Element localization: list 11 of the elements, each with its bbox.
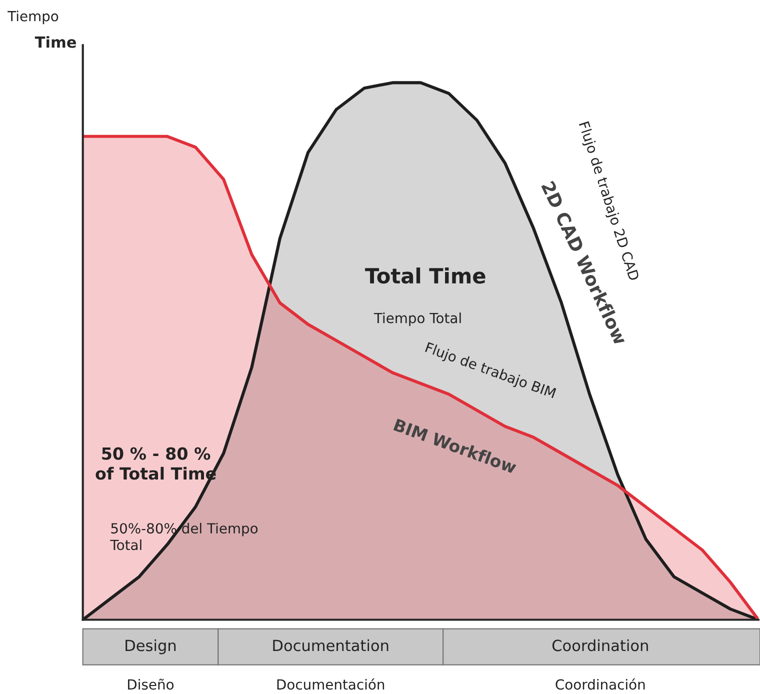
annotation: Tiempo Total <box>374 312 461 326</box>
text: Tiempo <box>8 10 58 24</box>
annotation: 50%-80% del Tiempo Total <box>110 522 258 550</box>
text: Coordination <box>552 639 648 652</box>
text: Coordinación <box>556 678 645 690</box>
text: Design <box>126 639 176 654</box>
text: Diseño <box>128 678 174 690</box>
text: Documentación <box>277 678 384 690</box>
text: Documentation <box>273 639 388 652</box>
y-axis-title: Time <box>34 36 76 48</box>
annotation: Total Time <box>365 268 486 284</box>
